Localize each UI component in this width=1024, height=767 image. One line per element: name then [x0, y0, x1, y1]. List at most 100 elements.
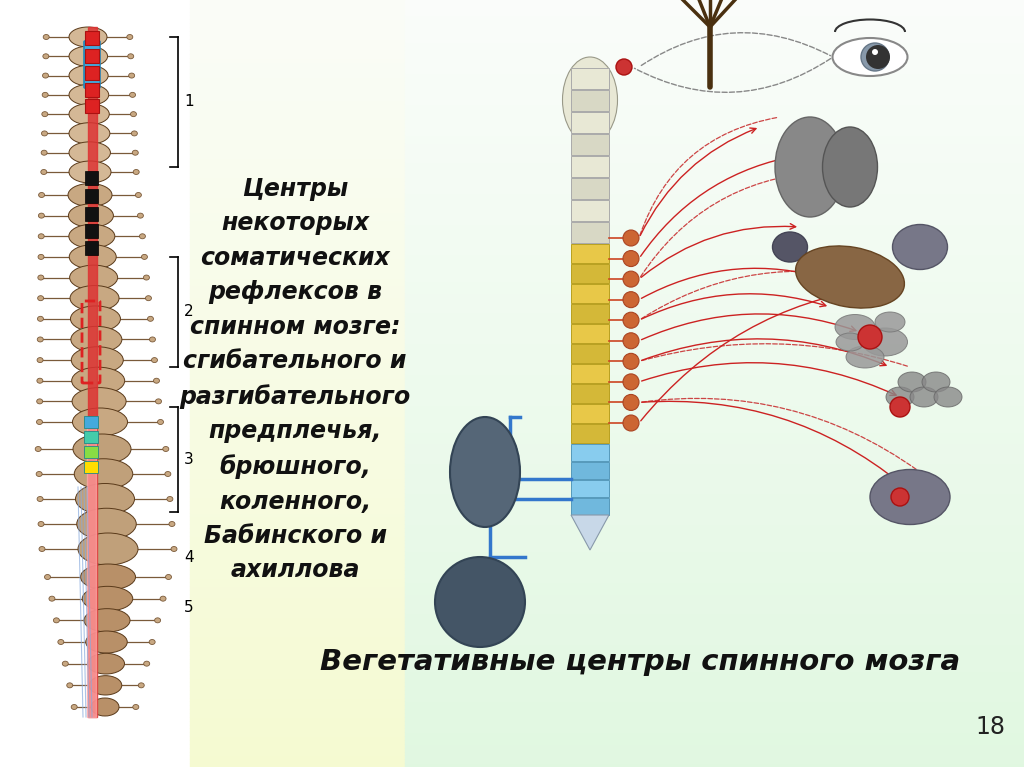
Bar [190, 328, 406, 331]
Bar [406, 432, 1024, 436]
Bar [406, 301, 1024, 304]
Bar [406, 516, 1024, 520]
Bar [190, 274, 406, 278]
Ellipse shape [42, 112, 48, 117]
Bar [190, 512, 406, 516]
Bar [406, 335, 1024, 339]
Ellipse shape [70, 245, 117, 269]
Bar [406, 35, 1024, 38]
Bar [190, 297, 406, 301]
Bar [190, 559, 406, 563]
Ellipse shape [150, 337, 156, 342]
Bar [190, 447, 406, 451]
Bar [406, 548, 1024, 551]
Circle shape [866, 45, 890, 69]
Ellipse shape [874, 312, 905, 332]
Bar [190, 239, 406, 243]
Bar [406, 594, 1024, 597]
Ellipse shape [77, 509, 136, 540]
Bar [406, 621, 1024, 624]
Bar [190, 386, 406, 390]
Text: 18: 18 [975, 715, 1005, 739]
Bar [406, 563, 1024, 567]
Bar [190, 644, 406, 647]
Bar [190, 120, 406, 123]
Bar [406, 763, 1024, 767]
Bar [0, 0, 190, 767]
Bar [190, 166, 406, 170]
Ellipse shape [87, 653, 125, 674]
Ellipse shape [72, 705, 77, 709]
Ellipse shape [165, 472, 171, 476]
Bar [406, 555, 1024, 559]
Bar [406, 455, 1024, 459]
Ellipse shape [910, 387, 938, 407]
Bar [190, 112, 406, 116]
Bar [190, 316, 406, 320]
Bar [190, 97, 406, 100]
Bar [190, 81, 406, 85]
Ellipse shape [131, 131, 137, 136]
Bar [190, 212, 406, 216]
Bar [406, 235, 1024, 239]
Bar [406, 439, 1024, 443]
Bar [406, 347, 1024, 351]
Ellipse shape [163, 446, 169, 452]
Bar [406, 640, 1024, 644]
Bar [406, 42, 1024, 46]
Bar [190, 73, 406, 77]
Bar [571, 498, 609, 515]
Bar [406, 77, 1024, 81]
Bar [406, 170, 1024, 173]
Ellipse shape [862, 328, 907, 356]
Bar [190, 100, 406, 104]
Bar [406, 528, 1024, 532]
Bar [190, 108, 406, 112]
Bar [190, 366, 406, 370]
Bar [190, 235, 406, 239]
Bar [406, 38, 1024, 42]
Ellipse shape [934, 387, 962, 407]
Ellipse shape [155, 618, 161, 623]
Bar [406, 100, 1024, 104]
Bar [190, 613, 406, 617]
Bar [190, 127, 406, 131]
Bar [190, 439, 406, 443]
Bar [190, 544, 406, 548]
Bar [406, 50, 1024, 54]
Bar [406, 89, 1024, 93]
Bar [190, 520, 406, 524]
Ellipse shape [169, 522, 175, 526]
Bar [190, 270, 406, 274]
Bar [190, 535, 406, 540]
Ellipse shape [69, 123, 110, 144]
Bar [190, 694, 406, 698]
Ellipse shape [143, 661, 150, 667]
Bar [406, 486, 1024, 489]
Ellipse shape [796, 246, 904, 308]
Circle shape [623, 354, 639, 370]
Bar [406, 667, 1024, 670]
Ellipse shape [69, 46, 108, 67]
Bar [406, 146, 1024, 150]
Bar [85, 207, 98, 221]
Bar [190, 455, 406, 459]
Ellipse shape [42, 131, 47, 136]
Bar [571, 264, 609, 283]
Bar [190, 31, 406, 35]
Bar [571, 156, 609, 177]
Polygon shape [571, 515, 609, 550]
Bar [190, 200, 406, 204]
Bar [190, 420, 406, 424]
Bar [190, 285, 406, 289]
Bar [190, 185, 406, 189]
Bar [571, 244, 609, 263]
Bar [406, 150, 1024, 154]
Bar [571, 324, 609, 343]
Ellipse shape [72, 367, 125, 394]
Bar [406, 678, 1024, 682]
Bar [406, 116, 1024, 120]
Bar [406, 232, 1024, 235]
Circle shape [872, 49, 878, 55]
Bar [190, 463, 406, 466]
